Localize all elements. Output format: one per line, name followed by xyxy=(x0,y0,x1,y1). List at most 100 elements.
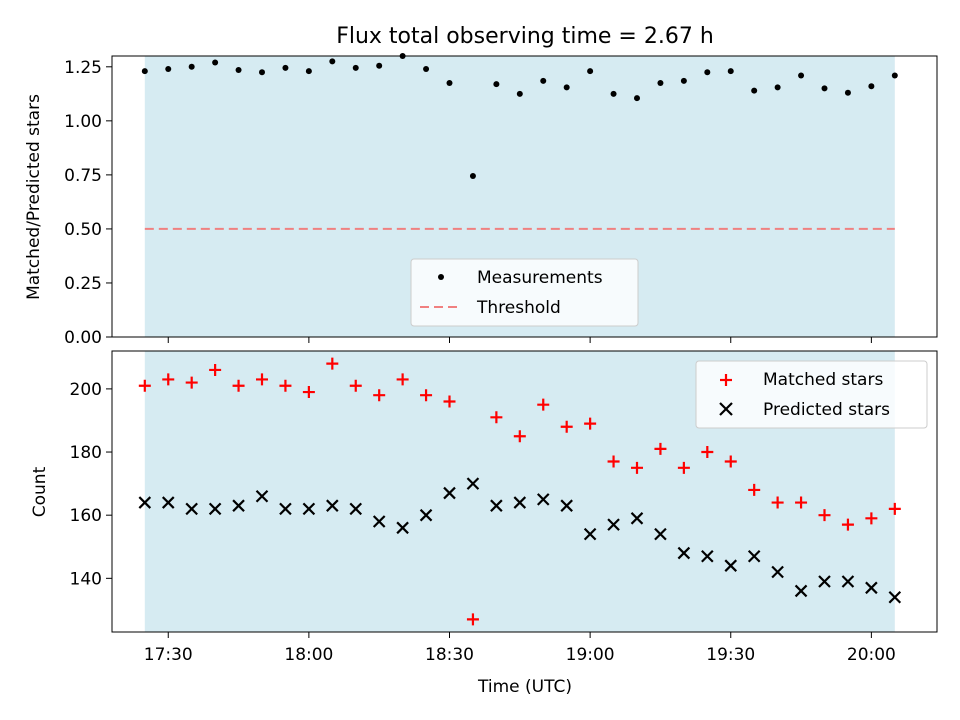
matched-stars-point xyxy=(654,442,667,455)
measurement-point xyxy=(587,68,594,75)
predicted-stars-point xyxy=(583,527,597,541)
measurement-point xyxy=(657,80,664,87)
measurement-point xyxy=(891,72,898,79)
predicted-stars-point xyxy=(818,575,831,588)
measurement-point xyxy=(634,95,640,102)
bottom-legend-box xyxy=(695,360,928,429)
matched-stars-point xyxy=(631,461,643,474)
predicted-stars-point xyxy=(536,493,550,506)
predicted-stars-series xyxy=(138,477,902,604)
predicted-stars-point xyxy=(607,518,620,531)
measurement-point xyxy=(329,58,336,65)
top-panel: 0.00 0.25 0.50 0.75 1.00 1.25 Matched/Predict… xyxy=(24,53,938,348)
matched-stars-point xyxy=(138,379,151,392)
predicted-stars-point xyxy=(326,499,339,512)
matched-stars-point xyxy=(537,398,550,411)
predicted-stars-point xyxy=(208,502,222,516)
matched-stars-point xyxy=(162,373,175,386)
measurement-point xyxy=(704,69,711,76)
x-tick-label: 17:30 xyxy=(144,645,193,665)
legend-measurements-label: Measurements xyxy=(477,268,603,288)
predicted-stars-point xyxy=(138,496,152,509)
bottom-legend: Matched stars Predicted stars xyxy=(695,360,928,429)
bottom-y-tick-label: 200 xyxy=(70,380,102,400)
predicted-stars-point xyxy=(372,515,386,528)
chart-title: Flux total observing time = 2.67 h xyxy=(336,24,714,49)
predicted-stars-point xyxy=(841,575,855,588)
matched-stars-point xyxy=(724,455,737,468)
top-y-axis: 0.00 0.25 0.50 0.75 1.00 1.25 xyxy=(64,58,112,348)
measurement-point xyxy=(680,77,687,84)
matched-stars-point xyxy=(256,373,268,386)
predicted-stars-point xyxy=(747,549,761,563)
measurement-point xyxy=(610,90,617,97)
predicted-stars-point xyxy=(701,549,714,563)
predicted-stars-point xyxy=(654,527,667,541)
top-y-tick-label: 0.75 xyxy=(64,166,102,186)
top-y-tick-label: 1.25 xyxy=(64,58,102,78)
x-tick-label: 19:00 xyxy=(566,645,615,665)
predicted-stars-point xyxy=(255,489,269,503)
top-x-ticks xyxy=(167,337,872,343)
matched-stars-point xyxy=(466,613,479,626)
bottom-x-axis: 17:30 18:00 18:30 19:00 19:30 20:00 xyxy=(144,632,896,665)
measurement-point xyxy=(540,77,547,84)
top-legend-box xyxy=(410,258,639,327)
measurement-point xyxy=(259,69,265,76)
measurement-point xyxy=(305,68,312,75)
measurement-point xyxy=(516,90,523,97)
predicted-stars-point xyxy=(560,499,573,512)
matched-stars-point xyxy=(232,379,245,392)
predicted-stars-point xyxy=(630,512,644,525)
bottom-panel: 140 160 180 200 17:30 18:00 18:30 19:00 19:30 20… xyxy=(30,350,938,697)
measurement-point xyxy=(141,68,148,75)
top-y-tick-label: 0.00 xyxy=(64,328,102,348)
top-legend: Measurements Threshold xyxy=(410,258,639,327)
bottom-y-axis: 140 160 180 200 xyxy=(70,380,112,589)
measurement-point xyxy=(376,62,383,69)
matched-stars-point xyxy=(584,417,597,430)
matched-stars-point xyxy=(560,420,573,433)
matched-stars-point xyxy=(396,373,409,386)
predicted-stars-point xyxy=(302,502,316,516)
measurement-point xyxy=(235,67,242,74)
measurements-series xyxy=(141,53,898,179)
predicted-stars-point xyxy=(771,565,784,579)
measurement-point xyxy=(212,59,219,66)
x-tick-label: 19:30 xyxy=(706,645,755,665)
matched-stars-point xyxy=(349,379,362,392)
predicted-stars-point xyxy=(232,499,245,512)
measurement-point xyxy=(774,84,781,91)
matched-stars-point xyxy=(701,446,714,459)
matched-stars-point xyxy=(795,496,808,509)
predicted-stars-point xyxy=(724,559,738,572)
matched-stars-point xyxy=(841,518,854,531)
matched-stars-series xyxy=(138,357,901,626)
bottom-y-tick-label: 160 xyxy=(70,506,102,526)
legend-matched-label: Matched stars xyxy=(763,370,883,390)
measurement-point xyxy=(282,64,289,71)
predicted-stars-point xyxy=(794,584,808,598)
predicted-stars-point xyxy=(443,486,456,500)
measurement-point xyxy=(563,84,570,91)
matched-stars-point xyxy=(443,395,456,408)
x-axis-label: Time (UTC) xyxy=(477,677,572,697)
matched-stars-point xyxy=(209,363,222,376)
top-y-tick-label: 0.25 xyxy=(64,274,102,294)
predicted-stars-point xyxy=(677,546,691,560)
bottom-y-tick-label: 180 xyxy=(70,443,102,463)
predicted-stars-point xyxy=(396,521,409,535)
x-tick-label: 18:30 xyxy=(425,645,474,665)
measurement-point xyxy=(844,89,851,96)
measurement-point xyxy=(868,83,875,90)
matched-stars-point xyxy=(490,411,503,424)
measurement-point xyxy=(352,64,359,71)
matched-stars-point xyxy=(607,455,620,468)
matched-stars-point xyxy=(513,430,526,443)
matched-stars-point xyxy=(818,509,831,522)
predicted-stars-point xyxy=(466,477,480,490)
legend-matched-marker xyxy=(720,374,732,386)
bottom-axes-frame xyxy=(111,350,938,633)
matched-stars-point xyxy=(420,389,433,402)
